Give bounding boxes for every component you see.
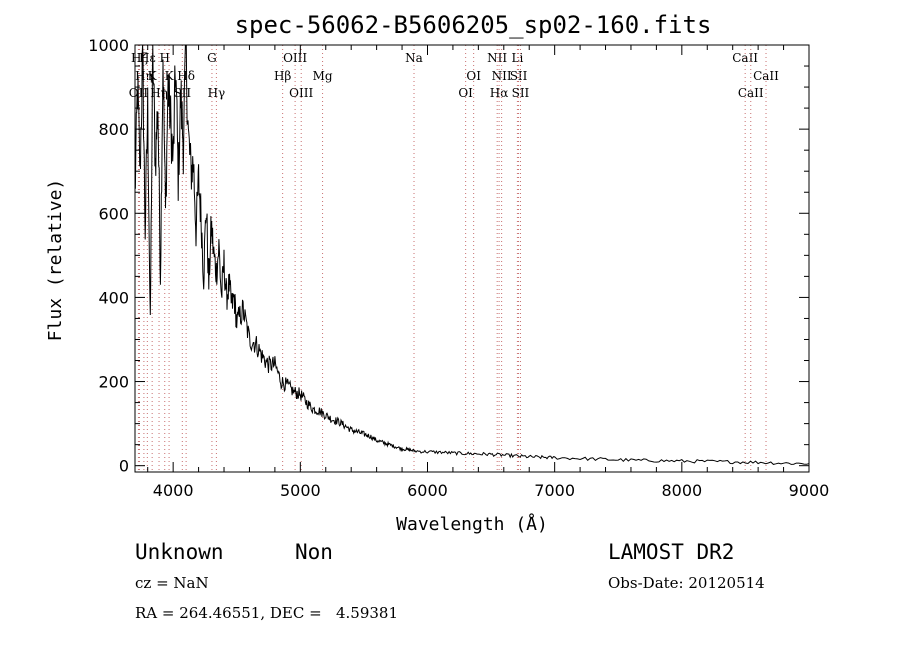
marker-label: Mg — [313, 69, 333, 83]
marker-label: Hβ — [274, 69, 291, 83]
spectrum-line — [134, 44, 810, 465]
y-axis-label: Flux (relative) — [45, 179, 66, 342]
spectrum-series — [134, 44, 810, 465]
chart-title: spec-56062-B5606205_sp02-160.fits — [235, 11, 712, 39]
marker-label: H — [160, 51, 170, 65]
y-tick-label: 0 — [119, 457, 129, 476]
marker-label: OIII — [289, 86, 313, 100]
marker-label: Hγ — [208, 86, 226, 100]
marker-label: CaII — [732, 51, 758, 65]
x-tick-label: 7000 — [534, 481, 575, 500]
redshift-value: cz = NaN — [135, 574, 209, 592]
y-tick-label: 200 — [98, 373, 129, 392]
marker-label: SII — [512, 86, 530, 100]
marker-label: SII — [510, 69, 528, 83]
marker-label: CaII — [738, 86, 764, 100]
x-tick-label: 4000 — [153, 481, 194, 500]
object-subclass: Non — [295, 540, 333, 564]
y-tick-label: 600 — [98, 204, 129, 223]
marker-label: Li — [511, 51, 523, 65]
y-tick-label: 400 — [98, 288, 129, 307]
x-tick-label: 9000 — [789, 481, 830, 500]
x-tick-label: 8000 — [661, 481, 702, 500]
marker-label: OI — [466, 69, 481, 83]
marker-label: NII — [487, 51, 507, 65]
x-axis-label: Wavelength (Å) — [396, 513, 548, 535]
x-tick-label: 6000 — [407, 481, 448, 500]
line-markers: OIIHζHηHεKHηHKSIIHδGHγHβOIIIOIIIMgNaOIOI… — [129, 45, 779, 472]
obs-date: Obs-Date: 20120514 — [608, 574, 765, 592]
y-tick-label: 1000 — [88, 36, 129, 55]
plot-frame — [134, 44, 810, 473]
axes: 4000 5000 6000 7000 8000 9000 0 200 400 600 800 100… — [88, 36, 829, 500]
marker-label: Hα — [490, 86, 509, 100]
marker-label: Na — [405, 51, 423, 65]
marker-label: CaII — [753, 69, 779, 83]
coordinates: RA = 264.46551, DEC = 4.59381 — [135, 604, 399, 622]
y-tick-label: 800 — [98, 120, 129, 139]
object-class: Unknown — [135, 540, 224, 564]
survey-name: LAMOST DR2 — [608, 540, 735, 564]
x-tick-label: 5000 — [280, 481, 321, 500]
marker-label: Hη — [135, 69, 153, 83]
marker-label: OIII — [283, 51, 307, 65]
marker-label: NII — [492, 69, 512, 83]
marker-label: OI — [458, 86, 473, 100]
marker-label: G — [207, 51, 217, 65]
